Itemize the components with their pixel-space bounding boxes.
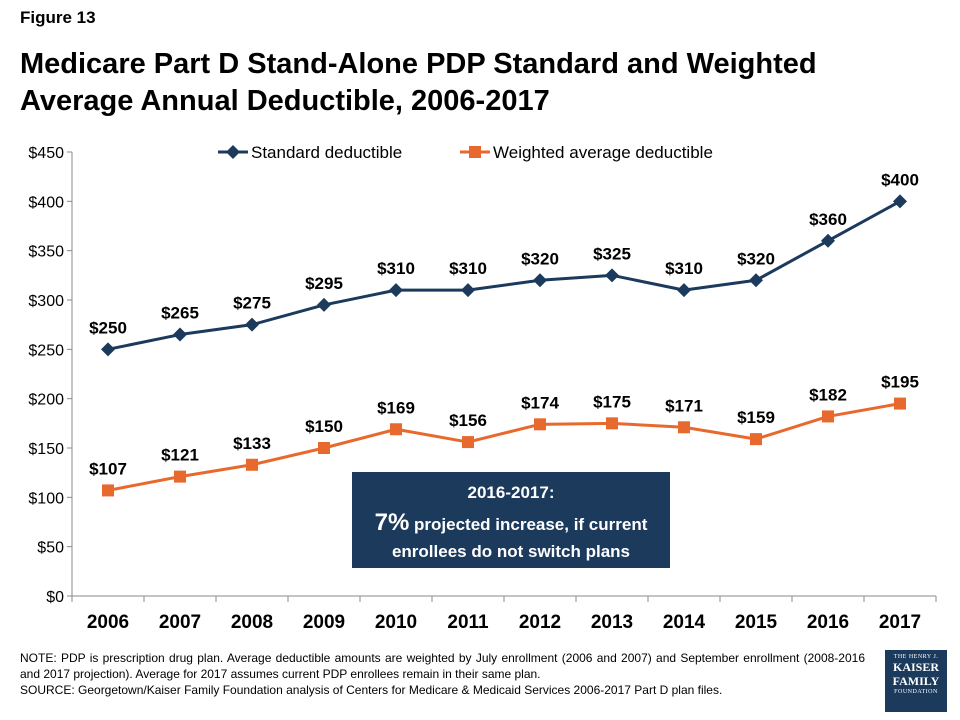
- weighted-point: [822, 410, 834, 423]
- standard-point: [677, 283, 691, 298]
- standard-point: [389, 283, 403, 298]
- data-label: $310: [449, 259, 487, 278]
- weighted-point: [174, 470, 186, 483]
- x-tick-label: 2012: [519, 612, 561, 633]
- logo-line-2: KAISER: [892, 660, 939, 674]
- weighted-point: [606, 417, 618, 430]
- weighted-point: [318, 442, 330, 454]
- data-label: $400: [881, 170, 919, 189]
- y-tick-label: $400: [28, 194, 64, 211]
- standard-point: [749, 273, 763, 288]
- data-label: $169: [377, 398, 415, 417]
- data-label: $360: [809, 210, 847, 229]
- weighted-point: [462, 436, 474, 449]
- standard-point: [605, 268, 619, 283]
- standard-point: [893, 194, 907, 209]
- kff-logo: THE HENRY J. KAISER FAMILY FOUNDATION: [885, 650, 947, 712]
- y-tick-label: $450: [28, 145, 64, 162]
- callout-period: 2016-2017:: [467, 483, 555, 502]
- data-label: $107: [89, 459, 127, 478]
- y-tick-label: $250: [28, 342, 64, 359]
- weighted-point: [750, 433, 762, 446]
- data-label: $171: [665, 396, 703, 415]
- weighted-point: [102, 484, 114, 497]
- callout-box: 2016-2017: 7% projected increase, if cur…: [352, 472, 670, 568]
- x-tick-label: 2014: [663, 612, 706, 633]
- weighted-point: [894, 397, 906, 410]
- data-label: $325: [593, 244, 631, 263]
- standard-point: [101, 342, 115, 357]
- y-tick-label: $50: [37, 540, 64, 557]
- footnote-note: NOTE: PDP is prescription drug plan. Ave…: [20, 651, 865, 681]
- data-label: $295: [305, 274, 343, 293]
- x-tick-label: 2007: [159, 612, 201, 633]
- data-label: $320: [521, 249, 559, 268]
- y-tick-label: $350: [28, 244, 64, 261]
- x-tick-label: 2009: [303, 612, 345, 633]
- callout-headline: 7% projected increase, if current: [352, 508, 670, 540]
- y-tick-label: $150: [28, 441, 64, 458]
- callout-text: projected increase, if current: [409, 515, 648, 534]
- logo-line-1: THE HENRY J.: [893, 654, 939, 660]
- data-label: $159: [737, 408, 775, 427]
- x-tick-label: 2013: [591, 612, 633, 633]
- y-tick-label: $200: [28, 392, 64, 409]
- y-tick-label: $300: [28, 293, 64, 310]
- callout-subtext: enrollees do not switch plans: [391, 542, 631, 561]
- weighted-point: [390, 423, 402, 436]
- x-tick-label: 2011: [447, 612, 489, 633]
- x-tick-label: 2017: [879, 612, 921, 633]
- figure-label: Figure 13: [20, 8, 96, 27]
- x-tick-label: 2016: [807, 612, 849, 633]
- weighted-point: [534, 418, 546, 431]
- data-label: $195: [881, 373, 919, 392]
- weighted-point: [246, 458, 258, 471]
- weighted-point: [678, 421, 690, 434]
- standard-point: [533, 273, 547, 288]
- data-label: $275: [233, 294, 271, 313]
- x-tick-label: 2010: [375, 612, 417, 633]
- y-tick-label: $100: [28, 490, 64, 507]
- footnote: NOTE: PDP is prescription drug plan. Ave…: [20, 650, 865, 698]
- standard-point: [821, 233, 835, 248]
- chart-title: Medicare Part D Stand-Alone PDP Standard…: [20, 48, 817, 117]
- data-label: $156: [449, 411, 487, 430]
- legend-marker: [226, 145, 240, 159]
- data-label: $250: [89, 318, 127, 337]
- logo-line-3: FAMILY: [892, 674, 940, 688]
- standard-point: [461, 283, 475, 298]
- legend-label: Standard deductible: [251, 143, 402, 162]
- data-label: $310: [377, 259, 415, 278]
- standard-point: [245, 317, 259, 332]
- series-line-weighted: [107, 402, 901, 492]
- logo-line-4: FOUNDATION: [894, 689, 938, 695]
- data-label: $175: [593, 392, 631, 411]
- x-tick-label: 2006: [87, 612, 129, 633]
- line-chart: $0 $50 $100 $150 $200 $250 $300 $350 $400 $450 200…: [28, 143, 937, 633]
- standard-point: [317, 297, 331, 312]
- y-tick-label: $0: [46, 589, 64, 606]
- x-tick-label: 2015: [735, 612, 778, 633]
- x-tick-label: 2008: [231, 612, 273, 633]
- data-label: $310: [665, 259, 703, 278]
- data-label: $320: [737, 249, 775, 268]
- legend-label: Weighted average deductible: [493, 143, 713, 162]
- series-line-standard: [107, 200, 901, 351]
- callout-percent: 7%: [374, 509, 410, 536]
- legend-marker: [469, 146, 481, 158]
- data-label: $133: [233, 434, 271, 453]
- data-label: $121: [161, 446, 199, 465]
- data-label: $150: [305, 417, 343, 436]
- data-label: $182: [809, 385, 847, 404]
- standard-point: [173, 327, 187, 342]
- data-label: $174: [521, 393, 559, 412]
- footnote-source: SOURCE: Georgetown/Kaiser Family Foundat…: [20, 683, 723, 697]
- data-label: $265: [161, 304, 199, 323]
